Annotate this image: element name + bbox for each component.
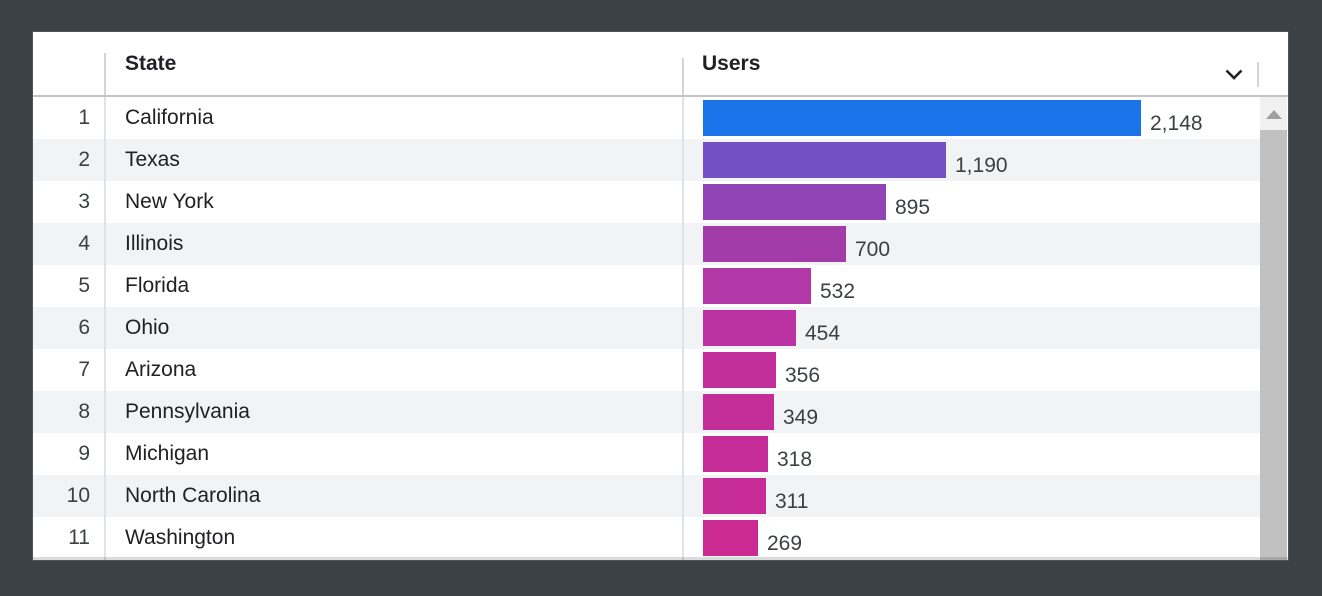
users-value: 269: [767, 531, 803, 555]
table-row: 9 Michigan 318: [33, 433, 1260, 475]
users-bar: [703, 268, 811, 304]
rank-cell: 5: [78, 274, 90, 297]
rank-cell: 9: [78, 442, 90, 465]
table-row: 3 New York 895: [33, 181, 1260, 223]
state-cell: Pennsylvania: [125, 400, 250, 423]
users-value: 318: [777, 447, 813, 471]
table-row: 1 California 2,148: [33, 97, 1260, 139]
rank-cell: 11: [68, 526, 90, 549]
rank-cell: 3: [78, 190, 90, 213]
table-row: 6 Ohio 454: [33, 307, 1260, 349]
state-cell: California: [125, 106, 214, 129]
state-cell: Michigan: [125, 442, 210, 465]
users-bar: [703, 394, 774, 430]
table-row: 8 Pennsylvania 349: [33, 391, 1260, 433]
users-value: 349: [783, 405, 819, 429]
rank-cell: 2: [78, 148, 90, 171]
users-value: 895: [895, 195, 931, 219]
rank-cell: 8: [78, 400, 90, 423]
users-bar: [703, 520, 758, 556]
users-cell: 349: [683, 391, 1260, 433]
header-divider: [104, 53, 106, 95]
users-bar: [703, 100, 1141, 136]
column-header-users[interactable]: Users: [702, 52, 761, 75]
users-value: 1,190: [955, 153, 1008, 177]
table-row: 5 Florida 532: [33, 265, 1260, 307]
users-bar: [703, 184, 886, 220]
users-cell: 356: [683, 349, 1260, 391]
users-value: 700: [855, 237, 891, 261]
users-cell: 2,148: [683, 97, 1260, 139]
table-row: 11 Washington 269: [33, 517, 1260, 559]
state-cell: North Carolina: [125, 484, 261, 507]
rank-cell: 1: [78, 106, 90, 129]
users-cell: 311: [683, 475, 1260, 517]
users-bar: [703, 310, 796, 346]
users-cell: 532: [683, 265, 1260, 307]
users-value: 2,148: [1150, 111, 1203, 135]
state-cell: Florida: [125, 274, 190, 297]
table-header: State Users: [33, 32, 1288, 97]
state-cell: Ohio: [125, 316, 170, 339]
users-bar: [703, 436, 768, 472]
rank-cell: 10: [66, 484, 90, 507]
rank-cell: 7: [78, 358, 90, 381]
users-cell: 895: [683, 181, 1260, 223]
header-divider: [682, 58, 684, 95]
column-header-state[interactable]: State: [125, 52, 177, 75]
users-value: 532: [820, 279, 856, 303]
table-row: 7 Arizona 356: [33, 349, 1260, 391]
table-row: 4 Illinois 700: [33, 223, 1260, 265]
state-cell: Texas: [125, 148, 180, 171]
scroll-up-arrow-icon: [1265, 109, 1282, 119]
chevron-down-icon[interactable]: [1221, 61, 1247, 87]
table-body: 1 California 2,148 2 Texas 1,190 3 New Y…: [33, 97, 1260, 560]
users-value: 454: [805, 321, 841, 345]
users-cell: 318: [683, 433, 1260, 475]
scrollbar-thumb[interactable]: [1260, 130, 1287, 560]
table-row: 2 Texas 1,190: [33, 139, 1260, 181]
state-cell: Washington: [125, 526, 236, 549]
users-bar: [703, 352, 776, 388]
users-value: 356: [785, 363, 821, 387]
table-row: 10 North Carolina 311: [33, 475, 1260, 517]
users-cell: 1,190: [683, 139, 1260, 181]
state-cell: New York: [125, 190, 214, 213]
state-cell: Illinois: [125, 232, 184, 255]
users-cell: 454: [683, 307, 1260, 349]
rank-cell: 6: [78, 316, 90, 339]
users-cell: 269: [683, 517, 1260, 559]
rank-cell: 4: [78, 232, 90, 255]
users-value: 311: [775, 489, 809, 513]
users-bar: [703, 478, 766, 514]
state-cell: Arizona: [125, 358, 197, 381]
analytics-table-card: State Users 1 California 2,148 2 Texas 1…: [33, 32, 1288, 560]
scroll-up-button[interactable]: [1260, 97, 1287, 130]
users-cell: 700: [683, 223, 1260, 265]
users-bar: [703, 226, 846, 262]
users-bar: [703, 142, 946, 178]
header-divider: [1257, 62, 1259, 87]
scrollbar[interactable]: [1260, 97, 1287, 560]
